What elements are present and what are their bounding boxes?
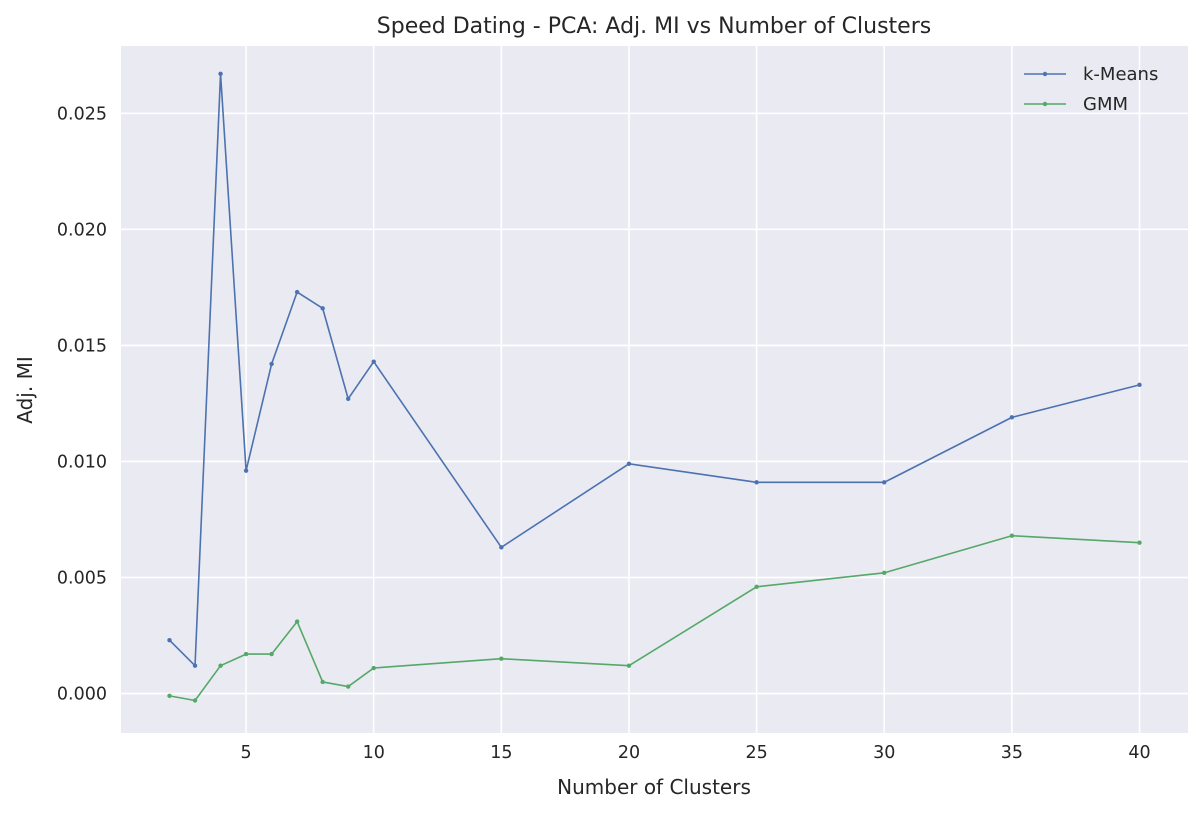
k-means-data-point <box>882 480 887 485</box>
y-tick-label: 0.010 <box>57 452 107 472</box>
x-axis-label: Number of Clusters <box>557 775 751 799</box>
gmm-data-point <box>294 619 300 624</box>
x-tick-label: 35 <box>1001 743 1023 763</box>
x-tick-label: 10 <box>363 743 385 763</box>
gmm-data-point <box>626 663 632 668</box>
k-means-data-point <box>499 545 504 550</box>
gmm-legend-marker <box>1042 101 1048 107</box>
k-means-data-point <box>320 306 325 311</box>
tick-labels: 5 10 15 20 25 30 35 40 0.000 0.005 0.010 0.015 0.020… <box>57 104 1151 763</box>
gmm-data-point <box>167 693 172 699</box>
x-tick-label: 15 <box>490 743 512 763</box>
gmm-data-point <box>1137 540 1142 545</box>
y-tick-label: 0.015 <box>57 336 107 356</box>
gmm-data-point <box>371 665 376 671</box>
x-tick-label: 5 <box>241 743 252 763</box>
k-means-data-point <box>1009 415 1015 420</box>
x-tick-label: 25 <box>745 743 767 763</box>
k-means-data-point <box>626 461 632 466</box>
gmm-data-point <box>320 679 325 685</box>
y-tick-label: 0.020 <box>57 220 107 240</box>
k-means-data-point <box>192 663 198 668</box>
y-tick-label: 0.025 <box>57 104 107 124</box>
k-means-data-point <box>345 396 351 401</box>
plot-area <box>121 46 1188 733</box>
gmm-data-point <box>499 656 504 661</box>
y-tick-label: 0.000 <box>57 685 107 705</box>
gmm-legend-label: GMM <box>1083 94 1128 115</box>
gmm-data-point <box>345 684 351 689</box>
gmm-data-point <box>269 651 274 657</box>
series-lines <box>167 71 1142 703</box>
gmm-data-point <box>243 651 249 657</box>
gmm-data-point <box>1009 533 1015 538</box>
k-means-data-point <box>218 71 223 77</box>
gmm-data-point <box>754 584 759 589</box>
x-tick-label: 20 <box>618 743 640 763</box>
k-means-data-point <box>294 289 300 295</box>
k-means-data-point <box>1137 382 1142 388</box>
k-means-data-point <box>269 361 274 367</box>
legend: k-Means GMM <box>1024 64 1158 115</box>
k-means-data-point <box>754 480 759 485</box>
x-tick-label: 30 <box>873 743 895 763</box>
k-means-legend-marker <box>1042 71 1048 77</box>
k-means-data-point <box>243 468 249 473</box>
gmm-data-point <box>882 570 887 576</box>
y-axis-label: Adj. MI <box>13 356 37 423</box>
x-tick-label: 40 <box>1128 743 1150 763</box>
grid-lines <box>121 46 1188 733</box>
y-tick-label: 0.005 <box>57 568 107 588</box>
k-means-legend-label: k-Means <box>1083 64 1158 85</box>
k-means-data-point <box>167 637 172 643</box>
gmm-data-point <box>192 698 198 703</box>
k-means-data-point <box>371 359 376 364</box>
gmm-data-point <box>218 663 223 668</box>
chart-title: Speed Dating - PCA: Adj. MI vs Number of… <box>377 14 931 39</box>
